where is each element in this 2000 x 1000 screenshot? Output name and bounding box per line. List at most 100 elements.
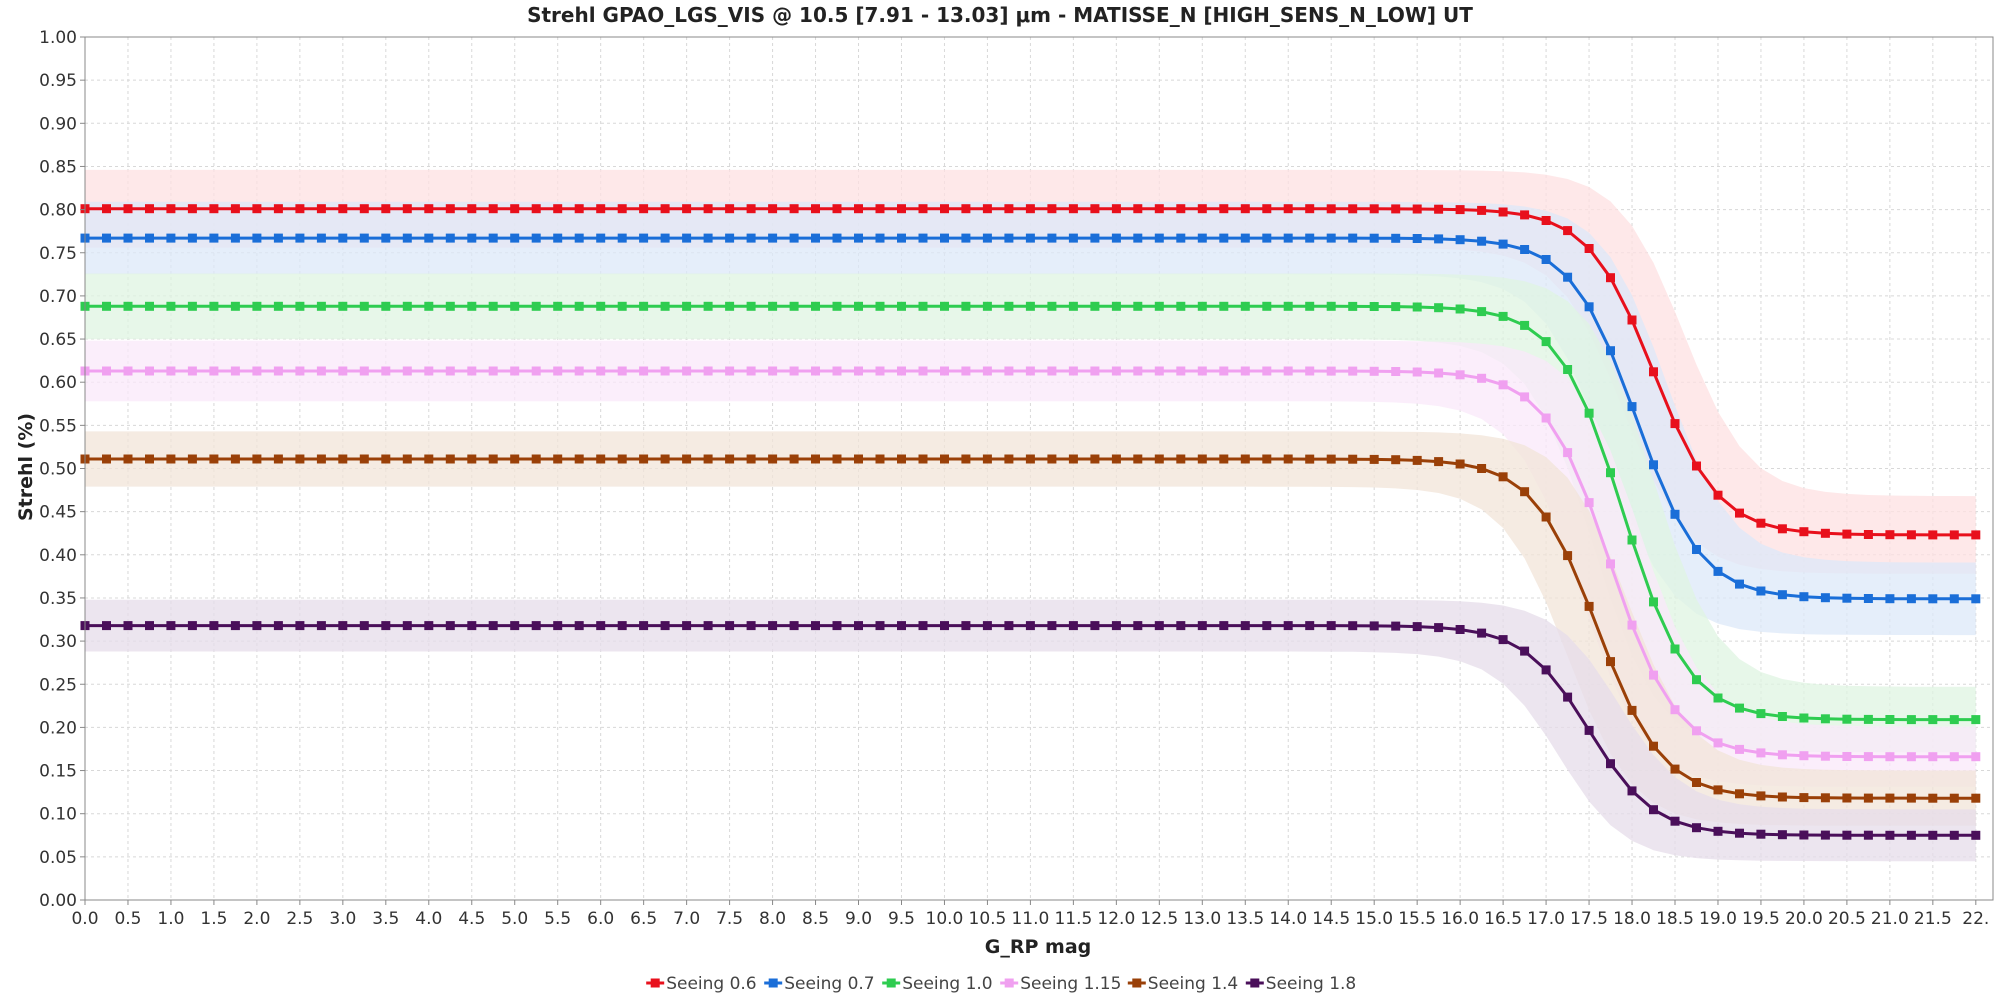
x-tick-label: 9.5 (888, 909, 915, 929)
data-point (359, 233, 369, 243)
data-point (1756, 709, 1766, 719)
data-point (1971, 530, 1981, 540)
data-point (574, 454, 584, 464)
data-point (961, 454, 971, 464)
data-point (1176, 204, 1186, 214)
data-point (811, 233, 820, 243)
data-point (166, 454, 176, 464)
data-point (1219, 454, 1229, 464)
data-point (102, 621, 111, 631)
data-point (1477, 373, 1487, 383)
legend-swatch-marker (650, 978, 660, 988)
data-point (1928, 594, 1938, 604)
data-point (1863, 752, 1873, 762)
data-point (1670, 705, 1680, 715)
data-point (166, 204, 176, 214)
data-point (381, 233, 391, 243)
x-tick-label: 6.0 (587, 909, 614, 929)
x-tick-label: 13.0 (1183, 909, 1221, 929)
data-point (467, 621, 477, 631)
data-point (1713, 490, 1723, 500)
data-point (1240, 233, 1250, 243)
data-point (1820, 830, 1830, 840)
data-point (875, 301, 885, 311)
data-point (1563, 551, 1573, 561)
data-point (1025, 204, 1035, 214)
data-point (1197, 301, 1207, 311)
data-point (897, 301, 906, 311)
data-point (1563, 448, 1573, 458)
data-point (660, 204, 670, 214)
data-point (1713, 566, 1723, 576)
data-point (1520, 245, 1530, 254)
data-point (1240, 204, 1250, 214)
data-point (1047, 366, 1057, 376)
data-point (1799, 830, 1809, 840)
band-seeing-1-8 (85, 599, 1976, 862)
data-point (1863, 714, 1873, 724)
data-point (1111, 204, 1121, 214)
y-tick-label: 0.70 (39, 287, 77, 307)
data-point (1434, 303, 1444, 313)
x-tick-label: 8.5 (802, 909, 829, 929)
data-point (1326, 454, 1336, 464)
legend-label: Seeing 1.0 (902, 974, 992, 994)
x-tick-label: 4.5 (458, 909, 485, 929)
data-point (252, 301, 262, 311)
data-point (746, 301, 756, 311)
data-point (531, 204, 541, 214)
data-point (1455, 205, 1465, 215)
data-point (1713, 785, 1723, 795)
data-point (682, 366, 692, 376)
data-point (746, 366, 756, 376)
legend-item: Seeing 0.7 (764, 974, 875, 994)
data-point (1949, 830, 1959, 840)
data-point (1777, 830, 1787, 840)
x-tick-label: 0.5 (114, 909, 141, 929)
data-point (1498, 635, 1508, 645)
data-point (574, 204, 584, 214)
data-point (553, 233, 563, 243)
data-point (1735, 703, 1744, 713)
data-point (1777, 524, 1787, 534)
data-point (1692, 726, 1701, 736)
data-point (1649, 597, 1658, 607)
data-point (1434, 234, 1444, 244)
data-point (832, 454, 842, 464)
data-point (1606, 759, 1615, 769)
data-point (1627, 315, 1637, 325)
data-point (789, 454, 799, 464)
data-point (1240, 454, 1250, 464)
data-point (982, 233, 992, 243)
data-point (1004, 301, 1014, 311)
x-tick-label: 16.5 (1484, 909, 1522, 929)
data-point (617, 621, 627, 631)
data-point (359, 204, 369, 214)
data-point (1949, 752, 1959, 762)
data-point (1412, 204, 1422, 214)
x-tick-label: 18.0 (1613, 909, 1651, 929)
x-tick-label: 20.5 (1828, 909, 1866, 929)
data-point (230, 454, 240, 464)
data-point (510, 454, 520, 464)
data-point (1906, 752, 1916, 762)
data-point (445, 454, 455, 464)
data-point (854, 301, 863, 311)
y-tick-label: 0.25 (39, 675, 77, 695)
data-point (488, 233, 498, 243)
x-tick-label: 15.0 (1355, 909, 1393, 929)
x-tick-label: 2.5 (286, 909, 313, 929)
x-tick-label: 4.0 (415, 909, 442, 929)
data-point (982, 454, 992, 464)
data-point (1670, 509, 1680, 519)
data-point (1477, 205, 1487, 215)
data-point (1820, 593, 1830, 603)
data-point (1971, 715, 1981, 725)
data-point (209, 204, 219, 214)
data-point (1004, 621, 1014, 631)
data-point (531, 233, 541, 243)
x-tick-label: 10.5 (969, 909, 1007, 929)
data-point (488, 621, 498, 631)
data-point (1649, 670, 1658, 680)
data-point (359, 366, 369, 376)
